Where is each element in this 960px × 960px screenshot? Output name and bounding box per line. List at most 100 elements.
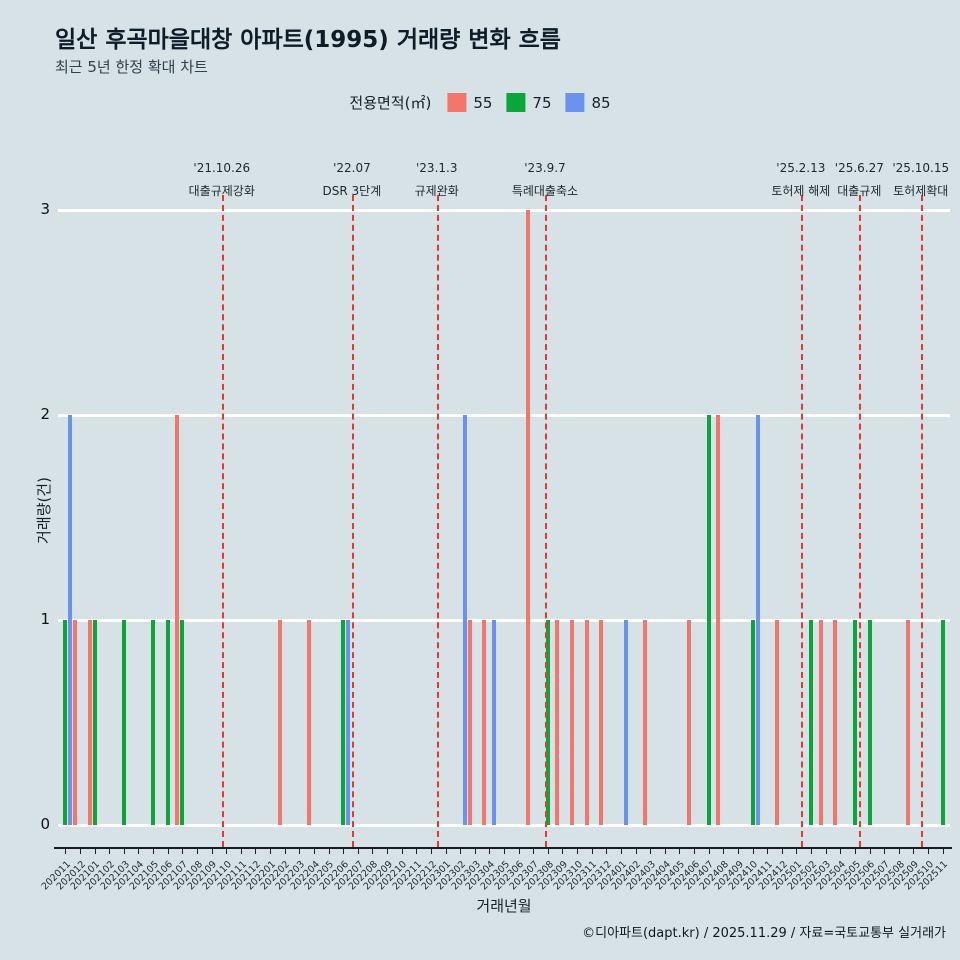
legend-item-label: 55	[473, 93, 493, 112]
legend-swatch-icon	[565, 93, 585, 112]
legend-title: 전용면적(㎡)	[349, 94, 432, 112]
x-tick-mark	[167, 849, 169, 854]
x-tick-mark	[620, 849, 622, 854]
x-axis-line	[54, 847, 952, 849]
gridline	[58, 413, 950, 417]
bar	[92, 620, 97, 825]
bar	[833, 620, 838, 825]
annotation-line	[544, 195, 547, 847]
x-tick-mark	[796, 849, 798, 854]
page-title: 일산 후곡마을대창 아파트(1995) 거래량 변화 흐름	[55, 27, 561, 53]
x-tick-mark	[109, 849, 111, 854]
annotation-date: '23.1.3	[416, 161, 458, 175]
annotation-label: 규제완화	[414, 184, 459, 198]
x-tick-mark	[65, 849, 67, 854]
x-tick-mark	[913, 849, 915, 854]
legend-item-55: 55	[447, 93, 492, 112]
annotation-date: '22.07	[333, 161, 371, 175]
x-tick-mark	[489, 849, 491, 854]
legend-swatch-icon	[506, 93, 526, 112]
x-tick-mark	[840, 849, 842, 854]
annotation-label: 토허제 해제	[771, 184, 831, 198]
y-tick-label: 3	[40, 200, 50, 218]
bar	[306, 620, 311, 825]
bar	[492, 620, 497, 825]
bar	[555, 620, 560, 825]
x-tick-mark	[781, 849, 783, 854]
bar	[467, 620, 472, 825]
bar	[87, 620, 92, 825]
x-tick-mark	[533, 849, 535, 854]
x-tick-mark	[723, 849, 725, 854]
plot-area: 0 1 2 3 202011 202012 202101 202102 202103 202104…	[40, 161, 952, 892]
bar	[750, 620, 755, 825]
legend-item-label: 75	[532, 93, 552, 112]
x-tick-mark	[708, 849, 710, 854]
x-tick-mark	[811, 849, 813, 854]
legend-swatch-icon	[447, 93, 467, 112]
x-tick-mark	[577, 849, 579, 854]
x-tick-mark	[445, 849, 447, 854]
x-tick-mark	[884, 849, 886, 854]
x-tick-mark	[328, 849, 330, 854]
annotation-date: '25.10.15	[892, 161, 950, 175]
y-tick-label: 0	[40, 815, 50, 833]
x-tick-mark	[825, 849, 827, 854]
bar	[526, 210, 531, 825]
bar	[818, 620, 823, 825]
x-tick-mark	[591, 849, 593, 854]
page-subtitle: 최근 5년 한정 확대 차트	[55, 58, 208, 76]
bar	[852, 620, 857, 825]
annotation-date: '21.10.26	[193, 161, 251, 175]
x-tick-mark	[79, 849, 81, 854]
bar	[706, 415, 711, 825]
x-tick-mark	[211, 849, 213, 854]
annotation-line	[920, 195, 923, 847]
annotation-line	[436, 195, 439, 847]
bar	[463, 415, 468, 825]
bar	[643, 620, 648, 825]
legend: 전용면적(㎡) 55 75 85	[349, 92, 611, 113]
annotation-label: 특례대출축소	[511, 184, 579, 198]
bar	[940, 620, 945, 825]
x-tick-mark	[430, 849, 432, 854]
bar	[151, 620, 156, 825]
x-tick-mark	[153, 849, 155, 854]
annotation-line	[351, 195, 354, 847]
x-tick-mark	[401, 849, 403, 854]
bar	[774, 620, 779, 825]
x-tick-mark	[562, 849, 564, 854]
x-tick-mark	[474, 849, 476, 854]
y-axis-title: 거래량(건)	[34, 477, 53, 544]
annotation-date: '23.9.7	[524, 161, 566, 175]
x-tick-mark	[270, 849, 272, 854]
x-tick-mark	[854, 849, 856, 854]
annotation-date: '25.2.13	[776, 161, 826, 175]
x-tick-mark	[372, 849, 374, 854]
bar	[165, 620, 170, 825]
bar	[68, 415, 73, 825]
footer-credit: ©디아파트(dapt.kr) / 2025.11.29 / 자료=국토교통부 실…	[582, 926, 946, 941]
x-tick-mark	[416, 849, 418, 854]
bar	[687, 620, 692, 825]
x-tick-mark	[547, 849, 549, 854]
bar	[180, 620, 185, 825]
y-tick-label: 1	[40, 610, 50, 628]
legend-item-75: 75	[506, 93, 552, 112]
x-tick-mark	[767, 849, 769, 854]
x-tick-mark	[357, 849, 359, 854]
bar	[545, 620, 550, 825]
bar	[121, 620, 126, 825]
bar	[599, 620, 604, 825]
x-tick-mark	[504, 849, 505, 854]
bar	[63, 620, 68, 825]
bar	[570, 620, 575, 825]
x-tick-mark	[226, 849, 228, 854]
x-tick-mark	[898, 849, 900, 854]
bar	[623, 620, 628, 825]
bar	[277, 620, 282, 825]
x-tick-mark	[240, 849, 242, 854]
x-tick-mark	[928, 849, 930, 854]
gridline	[58, 618, 950, 622]
legend-item-85: 85	[565, 93, 611, 112]
